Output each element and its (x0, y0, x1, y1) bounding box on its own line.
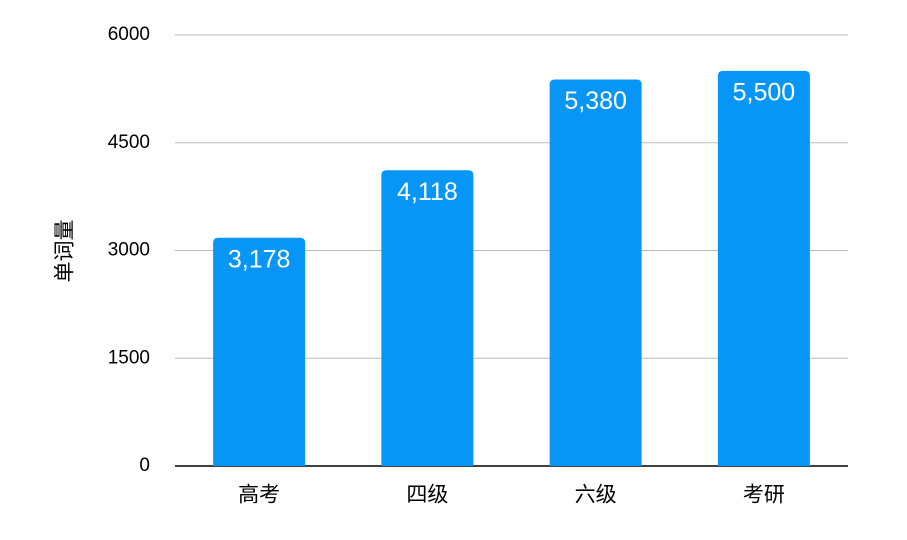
value-label: 4,118 (397, 178, 458, 206)
y-axis-label: 单词量 (54, 220, 77, 283)
x-tick-label: 四级 (406, 484, 448, 507)
y-tick-label: 6000 (108, 24, 150, 45)
value-label: 5,380 (564, 87, 627, 115)
x-tick-label: 六级 (575, 484, 617, 507)
bar (213, 237, 306, 466)
value-label: 3,178 (228, 245, 291, 273)
y-tick-label: 3000 (108, 240, 150, 261)
value-label: 5,500 (733, 79, 796, 107)
bar (549, 79, 642, 466)
y-tick-label: 1500 (108, 347, 150, 368)
x-tick-label: 高考 (238, 484, 280, 507)
bar (381, 170, 474, 466)
bar (717, 70, 810, 467)
y-tick-label: 0 (139, 455, 150, 476)
x-tick-label: 考研 (743, 484, 785, 507)
y-tick-label: 4500 (108, 132, 150, 153)
